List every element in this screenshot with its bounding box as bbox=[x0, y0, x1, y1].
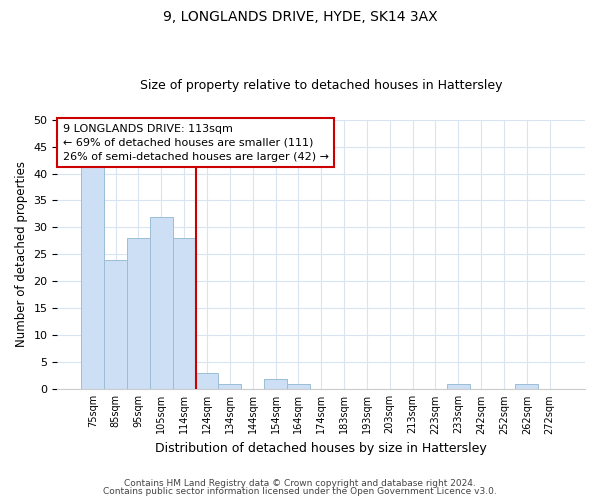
Bar bbox=[515, 384, 538, 390]
Bar bbox=[82, 162, 104, 390]
Text: Contains public sector information licensed under the Open Government Licence v3: Contains public sector information licen… bbox=[103, 487, 497, 496]
Bar bbox=[218, 384, 241, 390]
Text: 9 LONGLANDS DRIVE: 113sqm
← 69% of detached houses are smaller (111)
26% of semi: 9 LONGLANDS DRIVE: 113sqm ← 69% of detac… bbox=[62, 124, 329, 162]
Bar bbox=[127, 238, 150, 390]
Text: 9, LONGLANDS DRIVE, HYDE, SK14 3AX: 9, LONGLANDS DRIVE, HYDE, SK14 3AX bbox=[163, 10, 437, 24]
Y-axis label: Number of detached properties: Number of detached properties bbox=[15, 162, 28, 348]
Bar bbox=[264, 378, 287, 390]
Bar bbox=[173, 238, 196, 390]
Bar bbox=[287, 384, 310, 390]
Bar bbox=[447, 384, 470, 390]
Bar bbox=[196, 373, 218, 390]
Title: Size of property relative to detached houses in Hattersley: Size of property relative to detached ho… bbox=[140, 79, 502, 92]
Text: Contains HM Land Registry data © Crown copyright and database right 2024.: Contains HM Land Registry data © Crown c… bbox=[124, 478, 476, 488]
X-axis label: Distribution of detached houses by size in Hattersley: Distribution of detached houses by size … bbox=[155, 442, 487, 455]
Bar bbox=[104, 260, 127, 390]
Bar bbox=[150, 216, 173, 390]
